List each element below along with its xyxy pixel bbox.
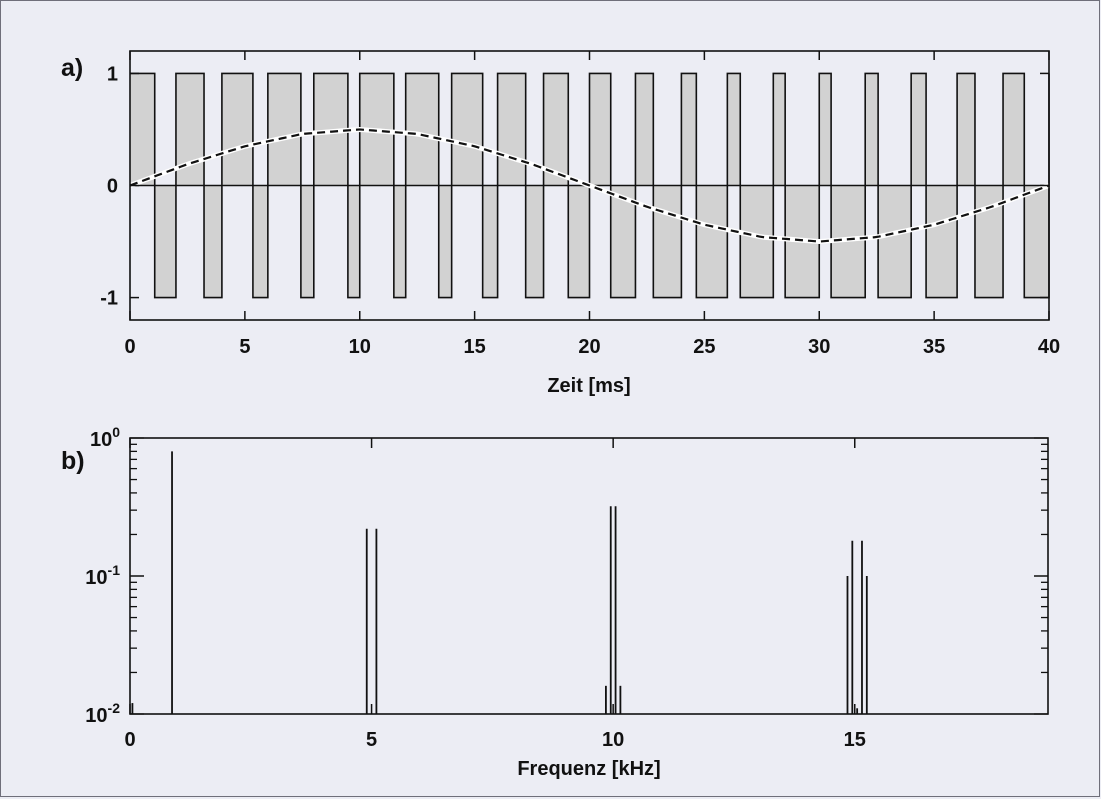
panel-a-x-axis-title: Zeit [ms] (547, 375, 630, 397)
pwm-pulse-low (926, 185, 958, 298)
pwm-pulse-high (773, 73, 786, 186)
x-tick-label: 25 (693, 336, 715, 358)
x-tick-label: 0 (124, 336, 135, 358)
x-tick-label: 0 (124, 729, 135, 751)
y-tick-label: 10-2 (85, 700, 120, 727)
pwm-pulse-low (393, 185, 406, 298)
x-tick-label: 20 (578, 336, 600, 358)
pwm-pulse-high (130, 73, 155, 186)
pwm-pulse-low (154, 185, 176, 298)
pwm-pulse-low (740, 185, 774, 298)
pwm-pulse-high (589, 73, 611, 186)
pwm-outline (130, 72, 1050, 299)
pwm-pulse-high (911, 73, 927, 186)
pwm-pulse-high (727, 73, 741, 186)
pwm-pulse-high (267, 73, 301, 186)
x-tick-label: 10 (602, 729, 624, 751)
y-tick-label: 100 (90, 424, 120, 451)
y-tick-label: 10-1 (85, 562, 120, 589)
pwm-pulse-low (525, 185, 544, 298)
panel-a: a) 0 5 10 15 20 25 30 35 40 10-1 Zeit [ms] (61, 50, 1060, 397)
x-tick-label: 5 (239, 336, 250, 358)
pwm-pulse-high (405, 73, 439, 186)
pwm-pulse-low (696, 185, 728, 298)
panel-a-x-tick-labels: 0 5 10 15 20 25 30 35 40 (124, 336, 1060, 358)
panel-b-x-axis-title: Frequenz [kHz] (517, 758, 660, 780)
pwm-pulse-low (610, 185, 636, 298)
pwm-pulse-low (653, 185, 682, 298)
x-tick-label: 15 (464, 336, 486, 358)
panel-b-ticks (129, 437, 1048, 715)
pwm-pulse-high (1003, 73, 1025, 186)
pwm-pulse-low (482, 185, 498, 298)
panel-b-frame (129, 437, 1049, 715)
panel-b-y-tick-labels: 100 10-1 10-2 (85, 424, 120, 727)
pwm-pulse-high (221, 73, 253, 186)
y-tick-label: 1 (107, 63, 118, 85)
pwm-pulse-low (300, 185, 314, 298)
x-tick-label: 15 (844, 729, 866, 751)
pwm-pulse-high (451, 73, 483, 186)
panel-a-ticks (129, 51, 1050, 320)
pwm-pulse-low (878, 185, 912, 298)
pwm-pulse-low (438, 185, 452, 298)
pwm-pulse-low (1024, 185, 1049, 298)
panel-b: b) 0 5 10 15 100 10-1 10-2 Frequenz [kHz] (61, 424, 1049, 780)
pwm-pulse-high (497, 73, 526, 186)
pwm-pulse-high (635, 73, 654, 186)
pwm-pulse-high (819, 73, 832, 186)
pwm-pulse-low (252, 185, 268, 298)
x-tick-label: 40 (1038, 336, 1060, 358)
y-tick-label: -1 (100, 288, 118, 310)
sine-reference-line (129, 128, 1050, 243)
pwm-pulses (130, 73, 1049, 298)
pwm-pulse-low (347, 185, 360, 298)
x-tick-label: 5 (366, 729, 377, 751)
panel-b-label: b) (61, 447, 85, 475)
panel-a-label: a) (61, 54, 83, 82)
panel-a-y-tick-labels: 1 0 -1 (100, 63, 118, 309)
panel-b-x-tick-labels: 0 5 10 15 (124, 729, 865, 751)
pwm-pulse-high (957, 73, 975, 186)
y-tick-label: 0 (107, 176, 118, 198)
pwm-pulse-high (681, 73, 697, 186)
pwm-pulse-high (865, 73, 879, 186)
pwm-pulse-high (543, 73, 569, 186)
spectrum-lines (131, 451, 868, 714)
x-tick-label: 10 (349, 336, 371, 358)
x-tick-label: 30 (808, 336, 830, 358)
pwm-pulse-low (568, 185, 590, 298)
x-tick-label: 35 (923, 336, 945, 358)
pwm-pulse-low (204, 185, 222, 298)
